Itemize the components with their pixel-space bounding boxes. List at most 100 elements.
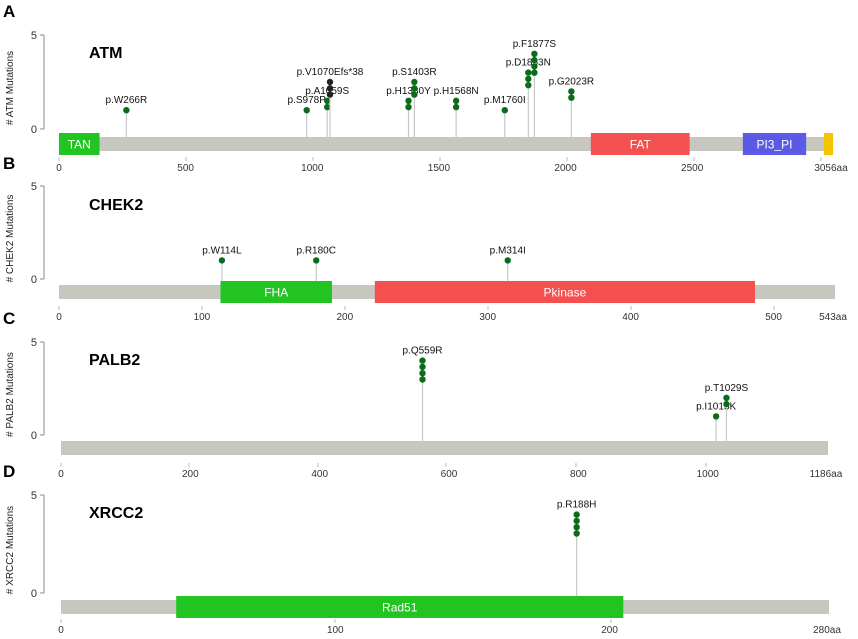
mutation-label: p.R188H	[557, 500, 596, 511]
mutation-head	[573, 524, 580, 531]
panel-letter: A	[3, 2, 15, 21]
domain-label: FAT	[630, 138, 652, 152]
mutation-head	[405, 103, 412, 111]
mutation-label: p.H1568N	[434, 86, 479, 97]
y-axis-label: # ATM Mutations	[5, 51, 16, 125]
y-axis-label: # CHEK2 Mutations	[5, 195, 16, 283]
mutation-head	[531, 63, 538, 70]
x-tick-label: 2500	[681, 163, 704, 174]
mutation-head	[452, 97, 460, 105]
mutation-label: p.S1403R	[392, 67, 436, 78]
gene-title: ATM	[89, 45, 122, 62]
mutation-head	[324, 97, 331, 105]
x-tick-label: 200	[336, 312, 353, 323]
y-tick-label: 5	[31, 30, 37, 42]
mutation-label: p.F1877S	[513, 39, 557, 50]
mutation-head	[419, 370, 426, 377]
mutation-head	[568, 88, 575, 95]
mutation-head	[525, 75, 532, 83]
protein-domain	[176, 596, 624, 618]
domain-label: FHA	[264, 286, 288, 300]
y-tick-label: 5	[31, 337, 37, 349]
mutation-label: p.S978P	[288, 95, 327, 106]
domain-label: Rad51	[382, 601, 418, 615]
mutation-head	[326, 85, 334, 92]
panel-A: A 0 5 # ATM Mutations ATM p.W266R p.S978Pp.A10…	[3, 2, 848, 174]
protein-domain	[374, 281, 755, 303]
mutation-head	[504, 257, 511, 264]
mutation-label: p.H1380Y	[386, 86, 431, 97]
mutation-head	[525, 69, 532, 76]
x-tick-label: 1000	[697, 469, 720, 480]
panel-letter: C	[3, 309, 15, 328]
mutation-head	[723, 394, 730, 401]
mutation-head	[324, 103, 331, 111]
y-tick-label: 0	[31, 430, 37, 442]
x-tick-label: 600	[441, 469, 458, 480]
mutation-label: p.A1059S	[305, 86, 349, 97]
y-tick-label: 0	[31, 588, 37, 600]
mutation-head	[723, 400, 730, 408]
mutation-label: p.T1029S	[705, 383, 749, 394]
x-end-label: 543aa	[819, 312, 847, 323]
mutation-head	[501, 107, 508, 114]
x-tick-label: 0	[56, 163, 62, 174]
mutation-head	[531, 69, 538, 76]
protein-backbone	[59, 137, 833, 151]
mutation-label: p.M314I	[490, 245, 526, 256]
mutation-head	[573, 511, 580, 518]
mutation-head	[419, 376, 426, 383]
domain-label: TAN	[68, 138, 91, 152]
mutation-label: p.R180C	[297, 245, 336, 256]
x-tick-label: 300	[479, 312, 496, 323]
gene-title: CHEK2	[89, 197, 143, 214]
protein-domain	[742, 133, 807, 155]
panel-letter: D	[3, 462, 15, 481]
y-tick-label: 5	[31, 490, 37, 502]
mutation-head	[419, 357, 426, 364]
x-end-label: 3056aa	[814, 163, 848, 174]
y-tick-label: 0	[31, 124, 37, 136]
mutation-head	[326, 91, 334, 98]
mutation-head	[303, 107, 310, 114]
x-end-label: 1186aa	[810, 469, 843, 480]
x-tick-label: 200	[601, 625, 618, 636]
domain-label: Pkinase	[544, 286, 587, 300]
mutation-label: p.I1013K	[696, 401, 736, 412]
mutation-head	[531, 56, 538, 64]
mutation-head	[411, 85, 418, 92]
protein-domain	[220, 281, 332, 303]
mutation-head	[405, 97, 412, 105]
mutation-head	[712, 413, 720, 420]
x-end-label: 280aa	[813, 625, 841, 636]
x-tick-label: 100	[194, 312, 211, 323]
mutation-label: p.Q559R	[402, 346, 442, 357]
x-tick-label: 1000	[301, 163, 324, 174]
x-tick-label: 100	[327, 625, 344, 636]
mutation-head	[419, 363, 426, 371]
panel-D: D 0 5 # XRCC2 Mutations XRCC2 p.R188H Rad51 0 10…	[3, 462, 841, 636]
x-tick-label: 800	[570, 469, 587, 480]
x-tick-label: 0	[56, 312, 62, 323]
y-tick-label: 5	[31, 181, 37, 193]
x-tick-label: 500	[765, 312, 782, 323]
mutation-label: p.D1853N	[506, 58, 551, 69]
mutation-head	[525, 82, 532, 89]
domain-label: PI3_PI	[756, 138, 792, 152]
x-tick-label: 200	[182, 469, 199, 480]
x-tick-label: 500	[177, 163, 194, 174]
x-tick-label: 400	[311, 469, 328, 480]
x-tick-label: 400	[622, 312, 639, 323]
mutation-label: p.V1070Efs*38	[297, 67, 364, 78]
panel-letter: B	[3, 154, 15, 173]
gene-title: PALB2	[89, 352, 140, 369]
panel-C: C 0 5 # PALB2 Mutations PALB2 p.Q559R p.I1013K…	[3, 309, 843, 480]
y-tick-label: 0	[31, 274, 37, 286]
gene-title: XRCC2	[89, 505, 143, 522]
x-tick-label: 0	[58, 469, 64, 480]
x-tick-label: 2000	[554, 163, 577, 174]
mutation-head	[573, 517, 580, 525]
mutation-head	[568, 94, 575, 101]
mutation-head	[326, 78, 334, 86]
